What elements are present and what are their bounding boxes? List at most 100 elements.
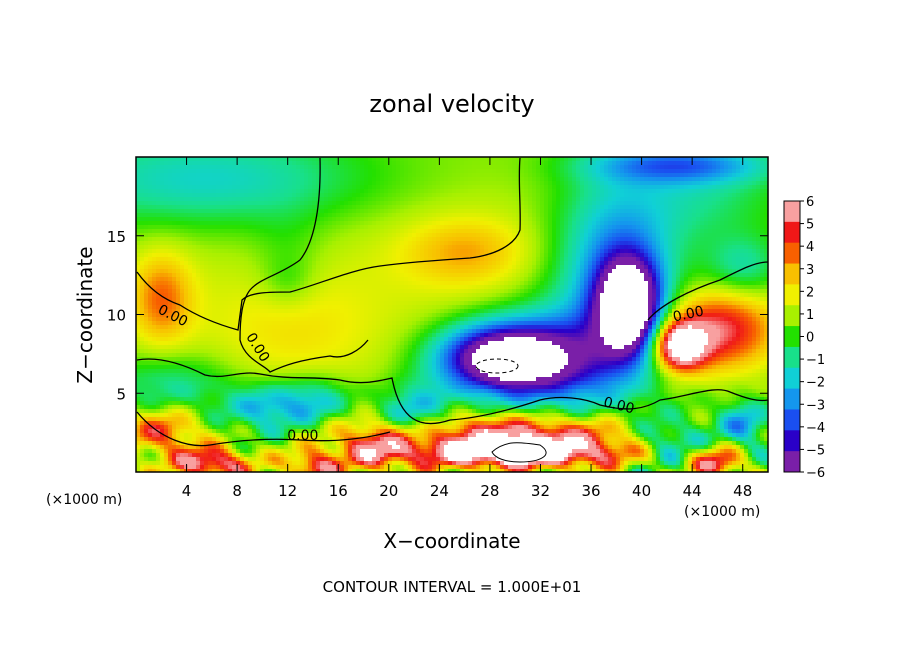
heat-cell (264, 249, 269, 254)
heat-cell (136, 269, 141, 274)
heat-cell (652, 245, 657, 250)
heat-cell (208, 173, 213, 178)
heat-cell (492, 185, 497, 190)
heat-cell (136, 221, 141, 226)
heat-cell (520, 277, 525, 282)
heat-cell (660, 221, 665, 226)
heat-cell (700, 273, 705, 278)
heat-cell (688, 249, 693, 254)
heat-cell (568, 265, 573, 270)
heat-cell (516, 273, 521, 278)
heat-cell (572, 253, 577, 258)
heat-cell (544, 169, 549, 174)
heat-cell (724, 173, 729, 178)
heat-cell (328, 269, 333, 274)
heat-cell (556, 249, 561, 254)
heat-cell (544, 229, 549, 234)
heat-cell (712, 209, 717, 214)
heat-cell (500, 225, 505, 230)
heat-cell (280, 213, 285, 218)
heat-cell (356, 225, 361, 230)
heat-cell (204, 217, 209, 222)
heat-cell (520, 185, 525, 190)
heat-cell (556, 217, 561, 222)
heat-cell (188, 189, 193, 194)
heat-cell (188, 265, 193, 270)
heat-cell (744, 165, 749, 170)
heat-cell (228, 201, 233, 206)
heat-cell (180, 177, 185, 182)
heat-cell (640, 205, 645, 210)
heat-cell (224, 229, 229, 234)
heat-cell (368, 269, 373, 274)
heat-cell (516, 177, 521, 182)
heat-cell (164, 173, 169, 178)
heat-cell (260, 273, 265, 278)
heat-cell (496, 229, 501, 234)
heat-cell (560, 193, 565, 198)
heat-cell (632, 233, 637, 238)
heat-cell (152, 161, 157, 166)
heat-cell (376, 269, 381, 274)
heat-cell (148, 209, 153, 214)
heat-cell (672, 209, 677, 214)
heat-cell (264, 281, 269, 286)
heat-cell (764, 277, 768, 282)
heat-cell (456, 177, 461, 182)
heat-cell (696, 213, 701, 218)
heat-cell (496, 245, 501, 250)
heat-cell (324, 245, 329, 250)
heat-cell (440, 233, 445, 238)
heat-cell (752, 181, 757, 186)
heat-cell (472, 161, 477, 166)
heat-cell (204, 209, 209, 214)
heat-cell (648, 173, 653, 178)
heat-cell (316, 245, 321, 250)
heat-cell (136, 281, 141, 286)
heat-cell (748, 241, 753, 246)
heat-cell (640, 197, 645, 202)
heat-cell (144, 269, 149, 274)
heat-cell (340, 249, 345, 254)
heat-cell (404, 265, 409, 270)
heat-cell (452, 161, 457, 166)
heat-cell (308, 209, 313, 214)
heat-cell (188, 257, 193, 262)
heat-cell (272, 257, 277, 262)
heat-cell (476, 177, 481, 182)
heat-cell (428, 237, 433, 242)
heat-cell (252, 169, 257, 174)
heat-cell (528, 233, 533, 238)
heat-cell (280, 189, 285, 194)
heat-cell (616, 229, 621, 234)
heat-cell (176, 249, 181, 254)
heat-cell (396, 213, 401, 218)
heat-cell (344, 201, 349, 206)
heat-cell (304, 197, 309, 202)
heat-cell (316, 189, 321, 194)
heat-cell (272, 173, 277, 178)
heat-cell (308, 245, 313, 250)
heat-cell (324, 201, 329, 206)
heat-cell (324, 237, 329, 242)
heat-cell (688, 165, 693, 170)
heat-cell (492, 189, 497, 194)
heat-cell (560, 269, 565, 274)
heat-cell (456, 209, 461, 214)
heat-cell (588, 181, 593, 186)
heat-cell (160, 281, 165, 286)
heat-cell (184, 245, 189, 250)
heat-cell (312, 157, 317, 162)
heat-cell (144, 173, 149, 178)
heat-cell (628, 213, 633, 218)
heat-cell (288, 233, 293, 238)
heat-cell (608, 261, 613, 266)
heat-cell (544, 253, 549, 258)
heat-cell (220, 169, 225, 174)
heat-cell (576, 273, 581, 278)
heat-cell (532, 269, 537, 274)
heat-cell (276, 257, 281, 262)
heat-cell (280, 193, 285, 198)
heat-cell (428, 185, 433, 190)
heat-cell (380, 225, 385, 230)
